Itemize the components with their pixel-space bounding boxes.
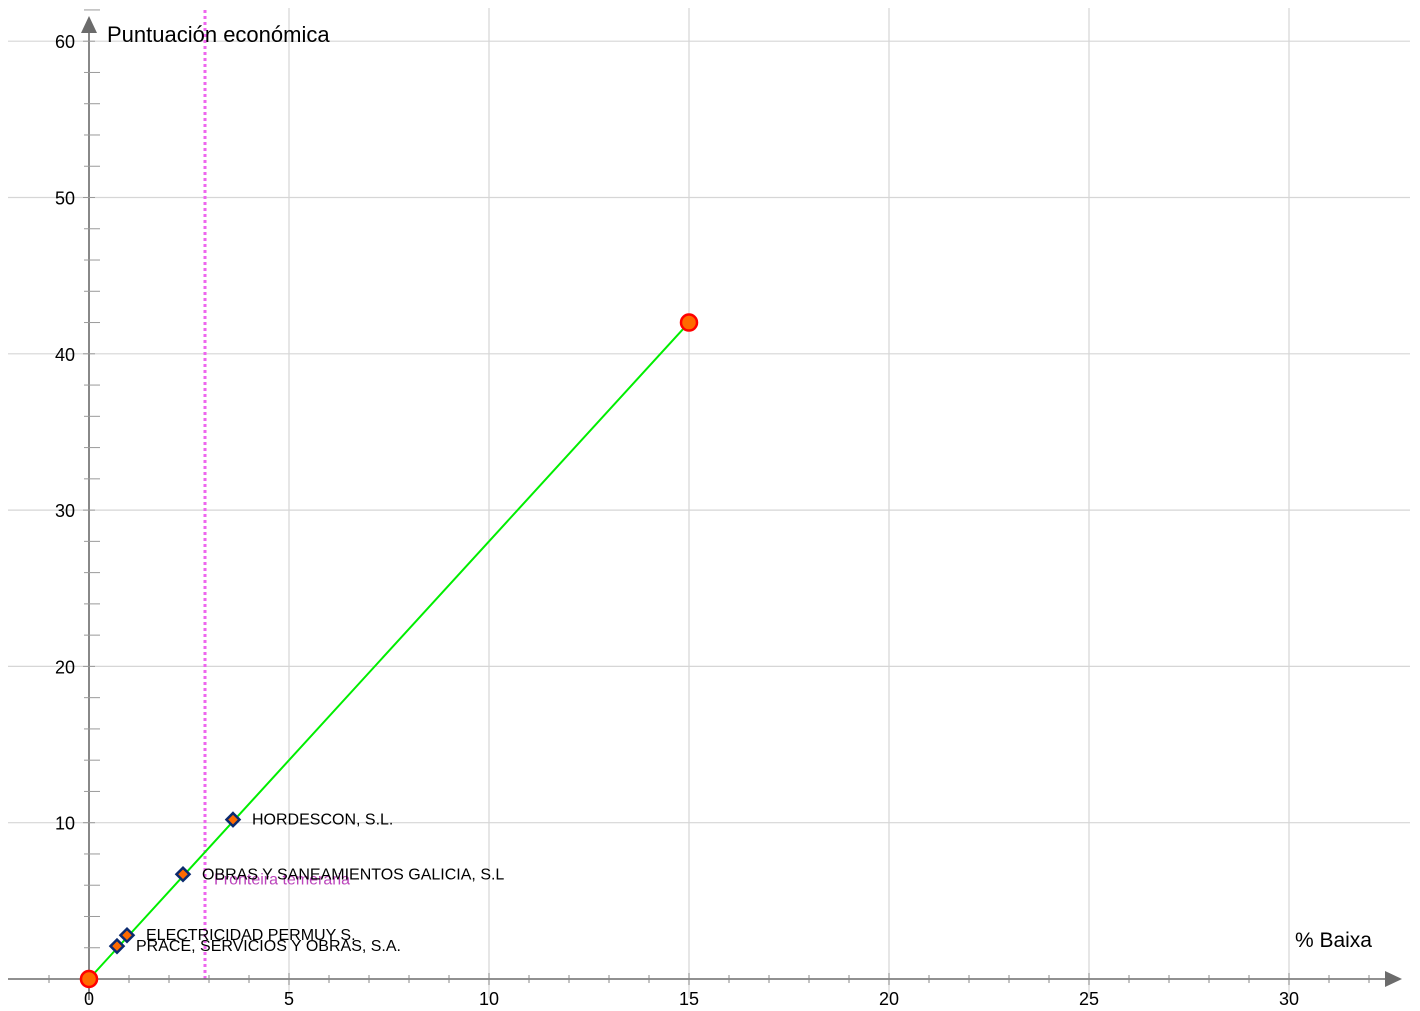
- y-axis-arrow: [81, 16, 97, 33]
- data-point: [224, 811, 242, 828]
- threshold-line-group: Fronteira temeraria: [203, 10, 350, 979]
- data-point: [174, 866, 192, 883]
- major-gridlines: [8, 8, 1410, 998]
- data-label: HORDESCON, S.L.: [252, 812, 393, 829]
- line-endpoint: [79, 969, 99, 989]
- y-tick-label-50: 50: [55, 189, 75, 209]
- x-axis-label: % Baixa: [1295, 929, 1372, 952]
- x-tick-label-10: 10: [479, 989, 499, 1009]
- data-point: [108, 937, 126, 955]
- threshold-label: Fronteira temeraria: [214, 871, 350, 888]
- x-tick-label-15: 15: [679, 989, 699, 1009]
- data-label: ELECTRICIDAD PERMUY S.: [146, 927, 356, 944]
- y-tick-label-40: 40: [55, 345, 75, 365]
- y-tick-label-10: 10: [55, 814, 75, 834]
- origin-tick-label: 0: [84, 989, 94, 1009]
- x-tick-label-25: 25: [1079, 989, 1099, 1009]
- reference-line: [88, 321, 690, 980]
- x-tick-label-30: 30: [1279, 989, 1299, 1009]
- data-label: OBRAS Y SANEAMIENTOS GALICIA, S.L: [202, 866, 504, 883]
- data-series: HORDESCON, S.L. OBRAS Y SANEAMIENTOS GALI…: [79, 313, 699, 989]
- data-label: PRACE, SERVICIOS Y OBRAS, S.A.: [136, 938, 401, 955]
- x-axis-arrow: [1385, 971, 1402, 987]
- tick-labels: 5 10 15 20 25 30 10 20 30 40 50 60 0: [55, 32, 1299, 1009]
- y-tick-label-30: 30: [55, 501, 75, 521]
- data-point: [118, 926, 136, 944]
- axes: [8, 9, 1402, 1000]
- y-axis-label: Puntuación económica: [107, 22, 330, 47]
- y-tick-label-20: 20: [55, 657, 75, 677]
- x-tick-label-20: 20: [879, 989, 899, 1009]
- y-tick-label-60: 60: [55, 32, 75, 52]
- line-endpoint: [679, 313, 699, 332]
- x-tick-label-5: 5: [284, 989, 294, 1009]
